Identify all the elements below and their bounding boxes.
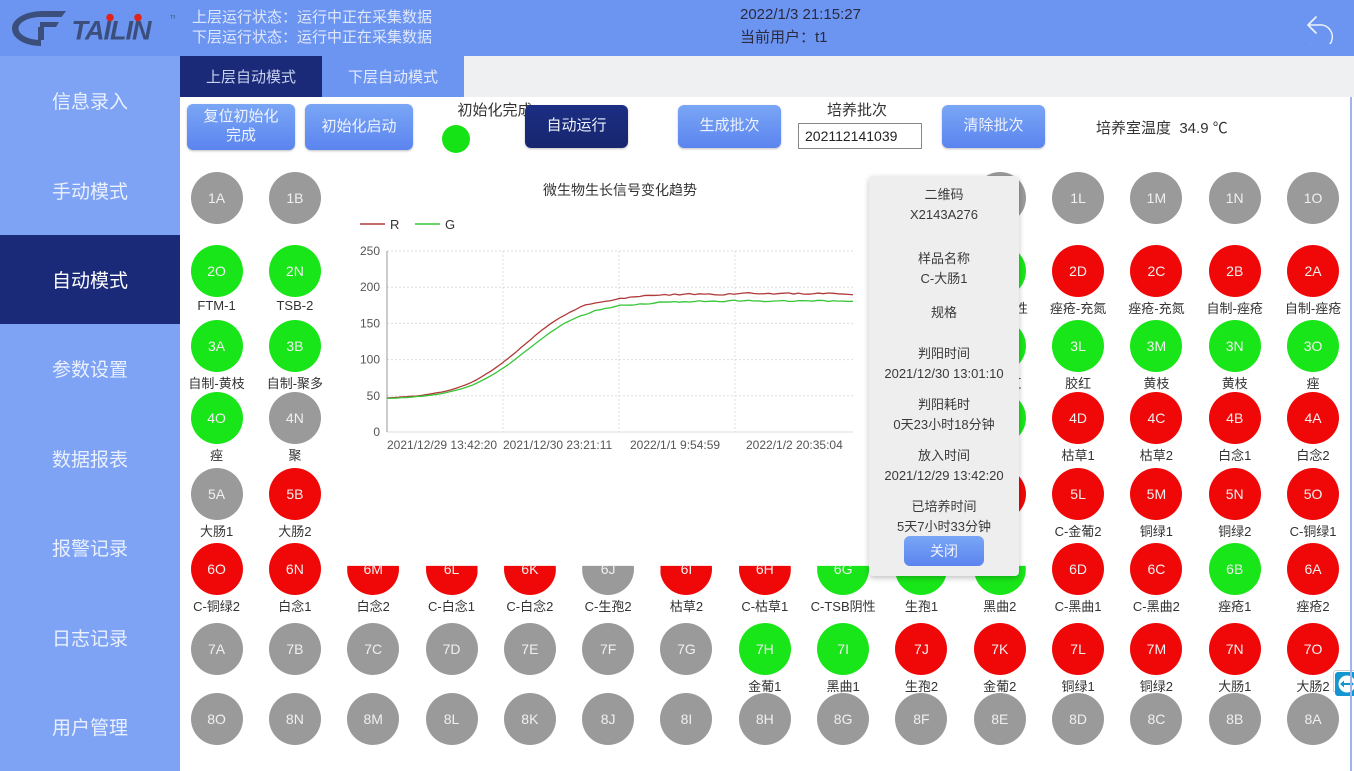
svg-text:250: 250	[360, 244, 380, 258]
svg-text:150: 150	[360, 316, 380, 330]
svg-text:微生物生长信号变化趋势: 微生物生长信号变化趋势	[543, 182, 697, 198]
svg-text:2022/1/2 20:35:04: 2022/1/2 20:35:04	[746, 438, 843, 452]
svg-text:2022/1/1 9:54:59: 2022/1/1 9:54:59	[630, 438, 720, 452]
svg-text:TM: TM	[170, 15, 175, 21]
svg-text:2021/12/29 13:42:20: 2021/12/29 13:42:20	[387, 438, 497, 452]
svg-text:G: G	[445, 217, 455, 232]
svg-text:50: 50	[367, 389, 381, 403]
svg-text:200: 200	[360, 280, 380, 294]
svg-text:0: 0	[373, 425, 380, 439]
svg-text:2021/12/30 23:21:11: 2021/12/30 23:21:11	[503, 438, 613, 452]
svg-text:R: R	[390, 217, 399, 232]
svg-text:100: 100	[360, 353, 380, 367]
